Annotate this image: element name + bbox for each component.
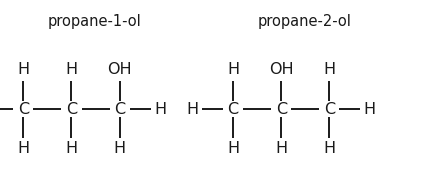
Text: C: C: [323, 102, 334, 117]
Text: propane-1-ol: propane-1-ol: [48, 14, 141, 29]
Text: H: H: [322, 62, 335, 77]
Text: H: H: [186, 102, 198, 117]
Text: C: C: [66, 102, 77, 117]
Text: H: H: [322, 141, 335, 156]
Text: H: H: [154, 102, 166, 117]
Text: H: H: [227, 141, 239, 156]
Text: H: H: [113, 141, 125, 156]
Text: C: C: [275, 102, 286, 117]
Text: C: C: [227, 102, 238, 117]
Text: H: H: [65, 141, 77, 156]
Text: propane-2-ol: propane-2-ol: [257, 14, 351, 29]
Text: H: H: [65, 62, 77, 77]
Text: OH: OH: [107, 62, 132, 77]
Text: OH: OH: [268, 62, 293, 77]
Text: H: H: [363, 102, 375, 117]
Text: H: H: [17, 62, 30, 77]
Text: H: H: [17, 141, 30, 156]
Text: C: C: [18, 102, 29, 117]
Text: C: C: [114, 102, 125, 117]
Text: H: H: [227, 62, 239, 77]
Text: H: H: [274, 141, 286, 156]
